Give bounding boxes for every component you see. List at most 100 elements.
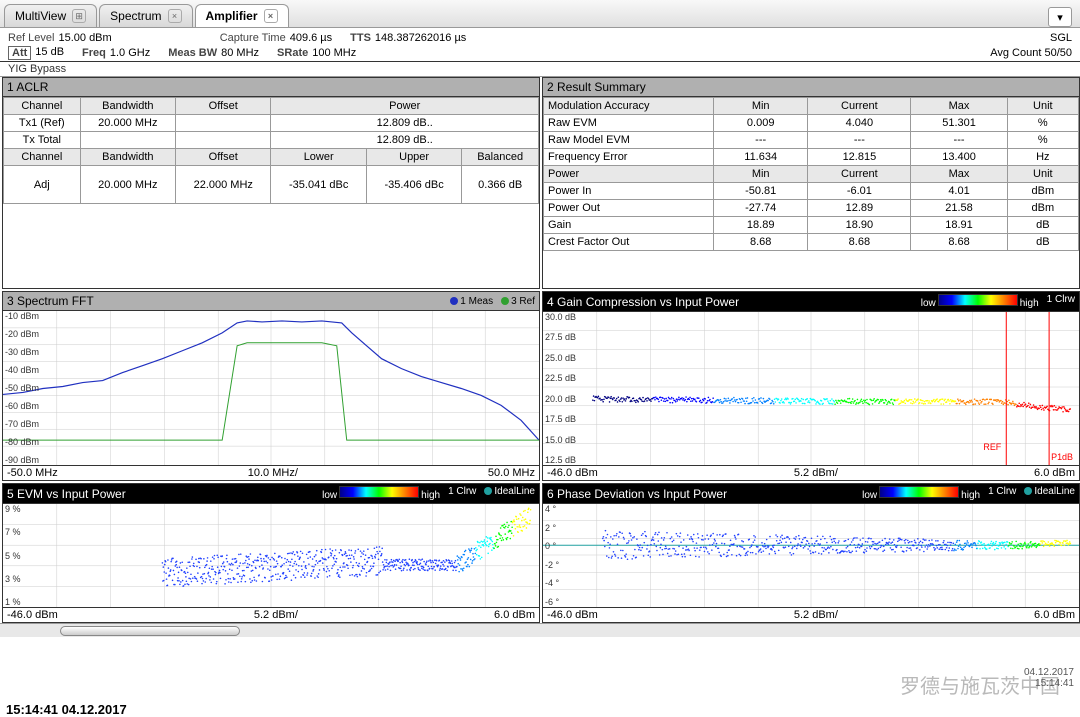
cell: 18.90	[808, 217, 911, 234]
x-center: 5.2 dBm/	[794, 467, 838, 479]
col-upper: Upper	[366, 149, 461, 166]
cell: dBm	[1007, 200, 1078, 217]
cell: 51.301	[911, 115, 1007, 132]
panel-title[interactable]: 6 Phase Deviation vs Input Power lowhigh…	[543, 484, 1079, 504]
gain-chart[interactable]: 30.0 dB27.5 dB25.0 dB22.5 dB20.0 dB17.5 …	[543, 312, 1079, 465]
col-power: Power	[271, 98, 539, 115]
tab-bar: MultiView⊞ Spectrum × Amplifier × ▾	[0, 0, 1080, 28]
cell: Tx Total	[4, 132, 81, 149]
phase-chart[interactable]: 4 °2 °0 °-2 °-4 °-6 °	[543, 504, 1079, 607]
cell: 18.89	[714, 217, 808, 234]
close-icon[interactable]: ⊞	[72, 9, 86, 23]
cell: Tx1 (Ref)	[4, 115, 81, 132]
tab-label: Amplifier	[206, 9, 258, 23]
meas-bw-value: 80 MHz	[221, 47, 259, 59]
col-min: Min	[714, 166, 808, 183]
col-unit: Unit	[1007, 98, 1078, 115]
cell: 22.000 MHz	[176, 166, 271, 204]
cell: -27.74	[714, 200, 808, 217]
legend-ideal: IdealLine	[494, 486, 535, 497]
tab-spectrum[interactable]: Spectrum ×	[99, 4, 192, 27]
col-channel: Channel	[4, 98, 81, 115]
scrollbar-thumb[interactable]	[60, 626, 240, 636]
tab-amplifier[interactable]: Amplifier ×	[195, 4, 289, 27]
cell: 4.01	[911, 183, 1007, 200]
cell: Frequency Error	[544, 149, 714, 166]
evm-chart[interactable]: 9 %7 %5 %3 %1 %	[3, 504, 539, 607]
horizontal-scrollbar[interactable]	[0, 623, 1080, 637]
legend-high: high	[1020, 298, 1039, 309]
freq-label: Freq	[82, 47, 106, 59]
meas-bw-label: Meas BW	[168, 47, 217, 59]
legend-high: high	[961, 490, 980, 501]
cell: 12.809 dB..	[271, 115, 539, 132]
aclr-table: ChannelBandwidthOffsetPower Tx1 (Ref)20.…	[3, 97, 539, 204]
col-bw: Bandwidth	[80, 149, 175, 166]
col-max: Max	[911, 98, 1007, 115]
x-center: 5.2 dBm/	[794, 609, 838, 621]
yig-bypass-label: YIG Bypass	[0, 62, 1080, 77]
cell: 8.68	[808, 234, 911, 251]
cell: Hz	[1007, 149, 1078, 166]
cell: 12.89	[808, 200, 911, 217]
cell: -6.01	[808, 183, 911, 200]
col-channel: Channel	[4, 149, 81, 166]
col-offset: Offset	[176, 149, 271, 166]
cell: 8.68	[911, 234, 1007, 251]
dropdown-button[interactable]: ▾	[1048, 7, 1072, 27]
tts-value: 148.387262016 µs	[375, 32, 466, 44]
panel-title[interactable]: 4 Gain Compression vs Input Power lowhig…	[543, 292, 1079, 312]
x-center: 10.0 MHz/	[248, 467, 298, 479]
close-icon[interactable]: ×	[264, 9, 278, 23]
tab-label: Spectrum	[110, 9, 161, 23]
legend-clrw: 1 Clrw	[1047, 294, 1075, 309]
title-text: 4 Gain Compression vs Input Power	[547, 295, 739, 309]
panel-evm: 5 EVM vs Input Power lowhigh 1 Clrw Idea…	[2, 483, 540, 623]
tts-label: TTS	[350, 32, 371, 44]
cell: 8.68	[714, 234, 808, 251]
col-min: Min	[714, 98, 808, 115]
panel-aclr: 1 ACLR ChannelBandwidthOffsetPower Tx1 (…	[2, 77, 540, 289]
col-max: Max	[911, 166, 1007, 183]
legend-high: high	[421, 490, 440, 501]
p1db-marker: P1dB	[1051, 452, 1073, 462]
panel-title[interactable]: 1 ACLR	[3, 78, 539, 97]
cell: dB	[1007, 234, 1078, 251]
x-left: -46.0 dBm	[547, 467, 598, 479]
panel-spectrum-fft: 3 Spectrum FFT 1 Meas 3 Ref -10 dBm-20 d…	[2, 291, 540, 481]
panel-title[interactable]: 2 Result Summary	[543, 78, 1079, 97]
ref-level-value: 15.00 dBm	[58, 32, 111, 44]
tab-multiview[interactable]: MultiView⊞	[4, 4, 97, 27]
x-right: 50.0 MHz	[488, 467, 535, 479]
cell: Gain	[544, 217, 714, 234]
cell: 21.58	[911, 200, 1007, 217]
legend-ideal: IdealLine	[1034, 486, 1075, 497]
legend-clrw: 1 Clrw	[988, 486, 1016, 501]
freq-value: 1.0 GHz	[110, 47, 150, 59]
close-icon[interactable]: ×	[168, 9, 182, 23]
x-right: 6.0 dBm	[1034, 467, 1075, 479]
cell: 20.000 MHz	[80, 115, 175, 132]
sgl-label: SGL	[1050, 32, 1072, 44]
col-power: Power	[544, 166, 714, 183]
cell: ---	[714, 132, 808, 149]
ref-marker: REF	[983, 442, 1001, 452]
panel-phase-deviation: 6 Phase Deviation vs Input Power lowhigh…	[542, 483, 1080, 623]
cell: Raw EVM	[544, 115, 714, 132]
spectrum-chart[interactable]: -10 dBm-20 dBm-30 dBm-40 dBm-50 dBm-60 d…	[3, 311, 539, 465]
ref-level-label: Ref Level	[8, 32, 54, 44]
panel-title[interactable]: 3 Spectrum FFT 1 Meas 3 Ref	[3, 292, 539, 311]
cell: 0.009	[714, 115, 808, 132]
cell: Crest Factor Out	[544, 234, 714, 251]
cell: dB	[1007, 217, 1078, 234]
cell: 12.809 dB..	[271, 132, 539, 149]
panel-gain-compression: 4 Gain Compression vs Input Power lowhig…	[542, 291, 1080, 481]
capture-value: 409.6 µs	[290, 32, 332, 44]
cell: 18.91	[911, 217, 1007, 234]
capture-label: Capture Time	[220, 32, 286, 44]
x-left: -50.0 MHz	[7, 467, 58, 479]
col-modacc: Modulation Accuracy	[544, 98, 714, 115]
srate-label: SRate	[277, 47, 308, 59]
panel-title[interactable]: 5 EVM vs Input Power lowhigh 1 Clrw Idea…	[3, 484, 539, 504]
legend-ref: 3 Ref	[511, 296, 535, 307]
